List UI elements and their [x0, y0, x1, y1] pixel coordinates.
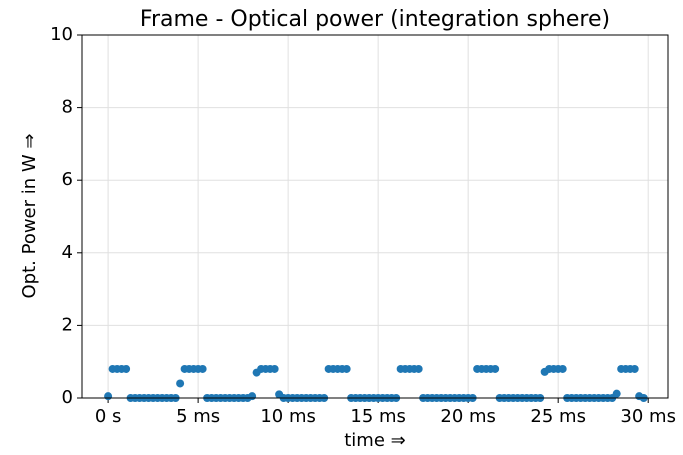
x-tick-label: 25 ms [530, 406, 586, 427]
y-tick-label: 6 [62, 169, 73, 190]
data-point [122, 364, 131, 373]
y-tick-label: 8 [62, 97, 73, 118]
y-axis-label: Opt. Power in W ⇒ [19, 134, 40, 299]
x-tick-label: 10 ms [260, 406, 316, 427]
data-point [612, 389, 621, 398]
data-point [198, 364, 207, 373]
data-point [558, 364, 567, 373]
plot-frame [81, 34, 669, 399]
data-point [414, 364, 423, 373]
data-point [491, 364, 500, 373]
data-point [176, 379, 185, 388]
x-axis-label: time ⇒ [344, 430, 405, 451]
y-tick-label: 4 [62, 242, 73, 263]
data-point [270, 364, 279, 373]
x-tick-label: 20 ms [440, 406, 496, 427]
x-tick-label: 5 ms [176, 406, 220, 427]
data-point [630, 364, 639, 373]
y-tick-label: 10 [50, 24, 73, 45]
data-point [248, 392, 257, 401]
data-point [104, 392, 113, 401]
data-point [342, 364, 351, 373]
x-tick-label: 15 ms [350, 406, 406, 427]
chart-title: Frame - Optical power (integration spher… [140, 7, 610, 32]
y-tick-label: 2 [62, 314, 73, 335]
x-tick-label: 30 ms [620, 406, 676, 427]
y-tick-label: 0 [62, 387, 73, 408]
x-tick-label: 0 s [95, 406, 122, 427]
